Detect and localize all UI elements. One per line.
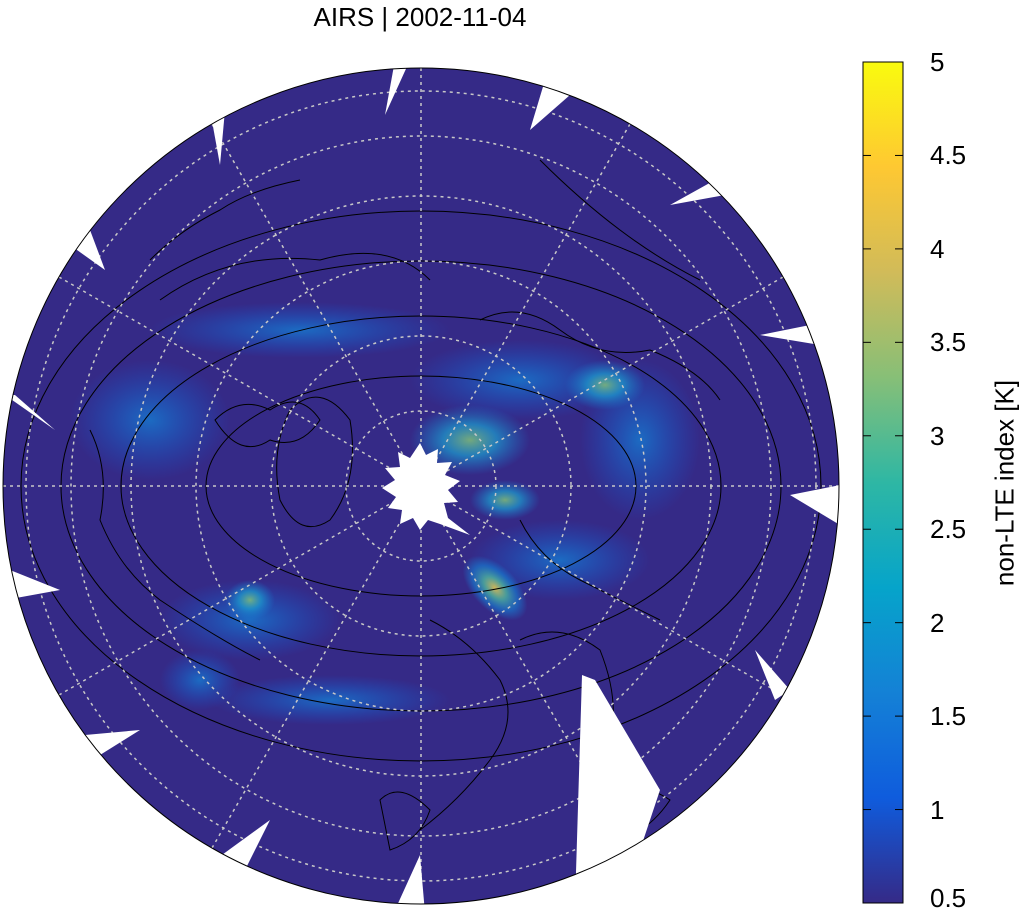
colorbar-tick-label: 2: [930, 607, 945, 638]
colorbar-tick-label: 2.5: [930, 514, 967, 545]
colorbar-gradient: [862, 61, 904, 904]
coastlines: [89, 159, 721, 851]
colorbar-label: non-LTE index [K]: [989, 379, 1020, 587]
polar-map: [2, 67, 840, 905]
enhancement-field: [70, 302, 700, 725]
colorbar-tick-label: 0.5: [930, 883, 967, 913]
pole-gap: [382, 443, 470, 535]
graticule-dotted: [3, 68, 839, 904]
colorbar-tick-label: 1.5: [930, 701, 967, 732]
colorbar-tick-label: 4: [930, 233, 945, 264]
colorbar-tick-label: 5: [930, 47, 945, 77]
plot-title: AIRS | 2002-11-04: [313, 2, 527, 32]
colorbar-tick-label: 4.5: [930, 140, 967, 171]
colorbar-tick-label: 1: [930, 794, 945, 825]
map-outline: [2, 67, 840, 905]
colorbar-tick-label: 3.5: [930, 327, 967, 358]
colorbar-tick-label: 3: [930, 420, 945, 451]
hotspot-barents: [462, 555, 528, 621]
colorbar-ticks: [863, 61, 903, 904]
